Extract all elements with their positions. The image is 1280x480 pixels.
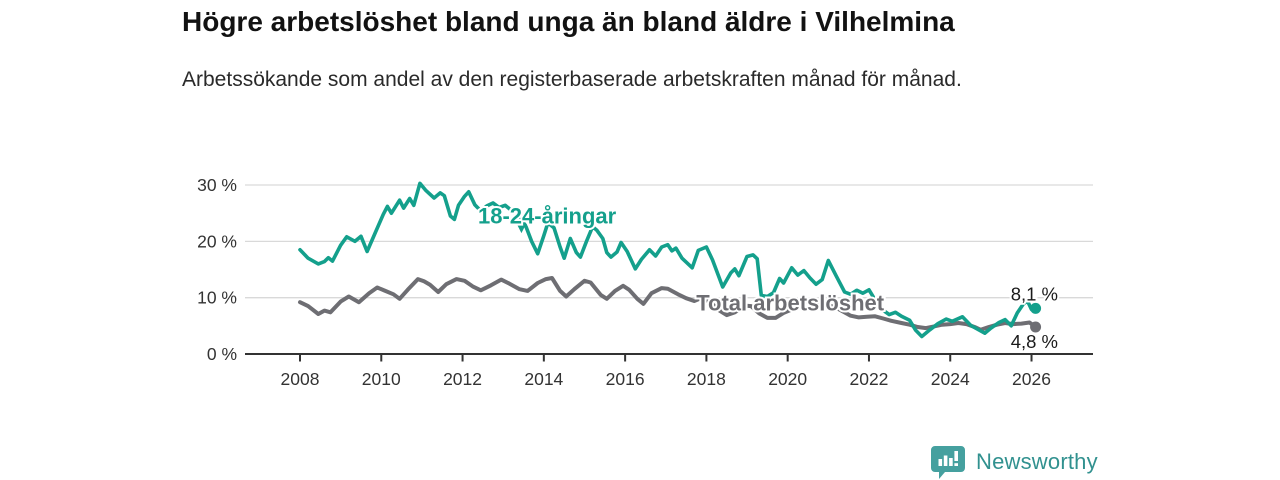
series-end-dot-1 — [1030, 302, 1042, 314]
series-end-value-label-0: 4,8 % — [1011, 331, 1058, 352]
series-line-0 — [298, 276, 1038, 332]
x-tick-label: 2016 — [606, 369, 645, 389]
x-tick-label: 2014 — [524, 369, 563, 389]
x-tick-label: 2020 — [768, 369, 807, 389]
series-label-1: 18-24-åringar — [478, 203, 617, 228]
y-tick-label: 30 % — [197, 175, 237, 195]
chart-subtitle: Arbetssökande som andel av den registerb… — [182, 68, 962, 91]
y-tick-label: 0 % — [207, 344, 237, 364]
x-tick-label: 2024 — [931, 369, 970, 389]
x-tick-label: 2012 — [443, 369, 482, 389]
series-end-dot-0 — [1030, 321, 1042, 333]
x-tick-label: 2018 — [687, 369, 726, 389]
x-tick-label: 2008 — [281, 369, 320, 389]
series-label-pointer-icon: ▼ — [515, 221, 528, 236]
y-tick-label: 10 % — [197, 288, 237, 308]
series-label-0: Total arbetslöshet — [696, 291, 885, 316]
newsworthy-logo-icon — [930, 443, 967, 480]
newsworthy-logo-text: Newsworthy — [976, 448, 1098, 474]
series-line-1 — [298, 181, 1038, 339]
newsworthy-logo[interactable]: Newsworthy — [930, 443, 1098, 480]
x-tick-label: 2010 — [362, 369, 401, 389]
y-tick-label: 20 % — [197, 231, 237, 251]
series-end-value-label-1: 8,1 % — [1011, 283, 1058, 304]
x-tick-label: 2022 — [849, 369, 888, 389]
x-tick-label: 2026 — [1012, 369, 1051, 389]
chart-title: Högre arbetslöshet bland unga än bland ä… — [182, 6, 955, 37]
